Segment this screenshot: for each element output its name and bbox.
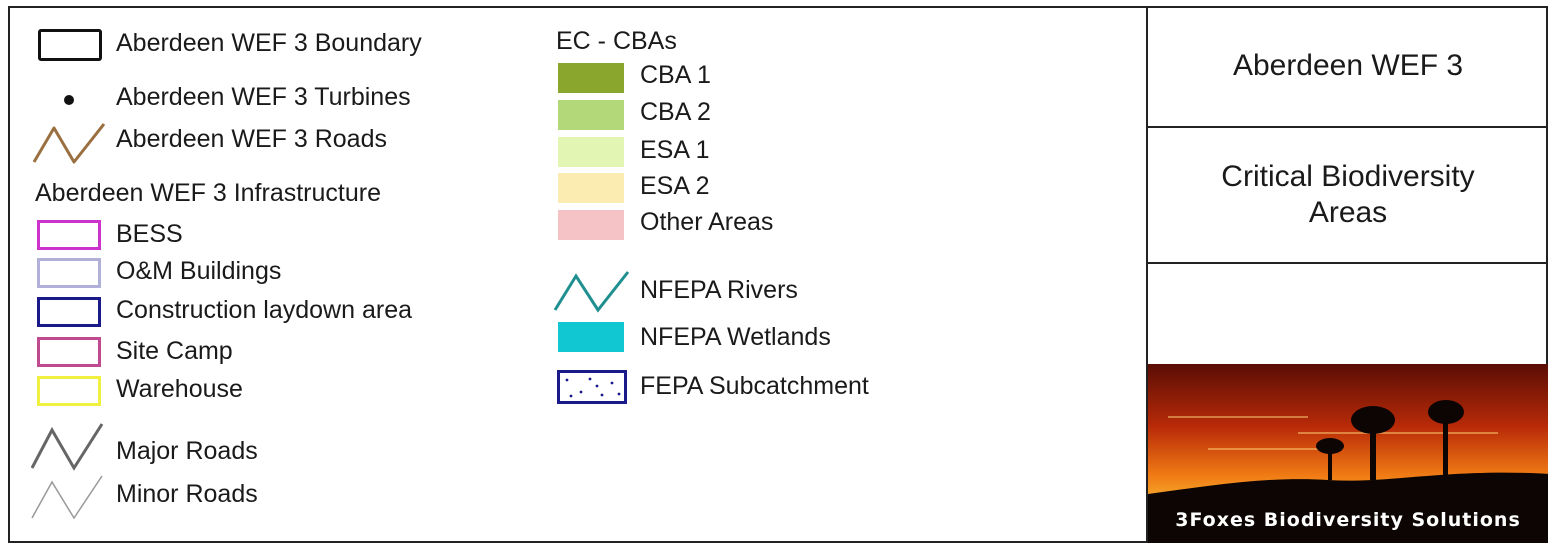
site-camp-label: Site Camp bbox=[116, 337, 233, 365]
subcatchment-label: FEPA Subcatchment bbox=[640, 372, 869, 400]
cba1-label: CBA 1 bbox=[640, 61, 711, 89]
cba1-swatch bbox=[558, 63, 624, 93]
other-areas-label: Other Areas bbox=[640, 208, 774, 236]
warehouse-label: Warehouse bbox=[116, 375, 243, 403]
project-name-cell: Aberdeen WEF 3 bbox=[1148, 6, 1548, 128]
sunset-quiver-trees-image bbox=[1148, 364, 1548, 543]
title-block: Aberdeen WEF 3 Critical Biodiversity Are… bbox=[1146, 6, 1548, 543]
major-roads-line bbox=[30, 423, 104, 471]
cba2-label: CBA 2 bbox=[640, 98, 711, 126]
minor-roads-symbol bbox=[31, 475, 103, 520]
esa2-swatch bbox=[558, 173, 624, 203]
minor-roads-label: Minor Roads bbox=[116, 480, 258, 508]
major-roads-symbol bbox=[30, 423, 104, 471]
subcatchment-symbol bbox=[557, 370, 627, 404]
boundary-symbol bbox=[38, 29, 102, 61]
om-buildings-symbol bbox=[37, 258, 101, 288]
cba-heading: EC - CBAs bbox=[556, 27, 677, 55]
esa2-label: ESA 2 bbox=[640, 172, 710, 200]
laydown-label: Construction laydown area bbox=[116, 296, 412, 324]
boundary-label: Aberdeen WEF 3 Boundary bbox=[116, 29, 422, 57]
cba2-swatch bbox=[558, 100, 624, 130]
rivers-label: NFEPA Rivers bbox=[640, 276, 798, 304]
site-camp-symbol bbox=[37, 337, 101, 367]
wetlands-label: NFEPA Wetlands bbox=[640, 323, 831, 351]
major-roads-label: Major Roads bbox=[116, 437, 258, 465]
turbines-label: Aberdeen WEF 3 Turbines bbox=[116, 83, 411, 111]
warehouse-symbol bbox=[37, 376, 101, 406]
wetlands-swatch bbox=[558, 322, 624, 352]
laydown-symbol bbox=[37, 297, 101, 327]
esa1-swatch bbox=[558, 137, 624, 167]
roads-label: Aberdeen WEF 3 Roads bbox=[116, 125, 387, 153]
rivers-line bbox=[553, 271, 630, 313]
roads-line bbox=[32, 123, 106, 164]
legend-frame bbox=[8, 6, 1548, 543]
esa1-label: ESA 1 bbox=[640, 136, 710, 164]
map-title: Critical Biodiversity Areas bbox=[1221, 160, 1475, 229]
bess-symbol bbox=[37, 220, 101, 250]
rivers-symbol bbox=[553, 271, 630, 313]
minor-roads-line bbox=[31, 475, 103, 520]
bess-label: BESS bbox=[116, 220, 183, 248]
company-logo: 3Foxes Biodiversity Solutions bbox=[1148, 364, 1548, 543]
map-title-cell: Critical Biodiversity Areas bbox=[1148, 128, 1548, 264]
other-areas-swatch bbox=[558, 210, 624, 240]
infrastructure-heading: Aberdeen WEF 3 Infrastructure bbox=[35, 179, 381, 207]
om-buildings-label: O&M Buildings bbox=[116, 257, 282, 285]
roads-symbol bbox=[32, 123, 106, 164]
turbine-symbol bbox=[64, 95, 74, 105]
logo-text: 3Foxes Biodiversity Solutions bbox=[1175, 509, 1521, 531]
project-name: Aberdeen WEF 3 bbox=[1232, 49, 1464, 82]
